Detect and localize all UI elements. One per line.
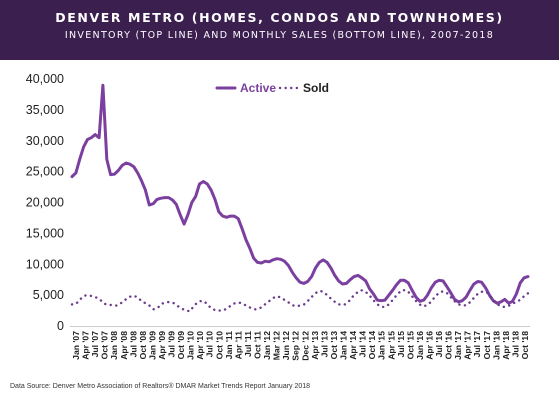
x-tick-label: Apr '13 [310,331,320,360]
x-tick-label: Jul '09 [167,331,177,358]
chart-subtitle: INVENTORY (TOP LINE) AND MONTHLY SALES (… [64,30,495,41]
x-tick-label: Sep '12 [291,331,301,361]
x-tick-label: Oct '09 [176,331,186,360]
x-tick-label: Apr '15 [386,331,396,360]
legend-label-active: Active [240,81,276,95]
x-tick-label: Jan '16 [415,331,425,360]
x-tick-label: Oct '17 [482,331,492,360]
legend-label-sold: Sold [303,81,329,95]
x-tick-label: Oct '08 [138,331,148,360]
x-tick-label: Jul '07 [90,331,100,358]
x-tick-label: Apr '09 [157,331,167,360]
x-tick-label: Jan '11 [224,331,234,360]
x-tick-label: Jul '17 [472,331,482,358]
line-chart: 0 5,000 10,000 15,000 20,000 25,000 30,000 35,0… [26,72,530,361]
chart-header: DENVER METRO (HOMES, CONDOS AND TOWNHOME… [0,0,559,60]
x-tick-label: Apr '14 [348,331,358,360]
x-tick-label: Jul '16 [434,331,444,358]
x-tick-label: Oct '10 [214,331,224,360]
x-tick-label: Oct '18 [520,331,530,360]
x-tick-label: Apr '11 [233,331,243,360]
y-tick-label: 25,000 [26,165,64,179]
series-line-active [70,83,530,305]
x-tick-label: Jan '07 [71,331,81,360]
x-tick-label: Jan '12 [262,331,272,360]
x-tick-label: Jul '11 [243,331,253,357]
x-tick-label: Apr '16 [424,331,434,360]
x-tick-label: Dec '12 [300,331,310,361]
x-tick-label: Apr '08 [119,331,129,360]
x-tick-label: Apr '17 [463,331,473,360]
x-tick-label: Mar '12 [272,331,282,360]
x-tick-label: Jul '08 [128,331,138,358]
x-tick-label: Oct '13 [329,331,339,360]
x-tick-label: Oct '15 [405,331,415,360]
x-tick-label: Jan '09 [147,331,157,360]
x-tick-label: Jan '15 [377,331,387,360]
x-tick-label: Jul '15 [396,331,406,358]
data-source-note: Data Source: Denver Metro Association of… [10,383,311,390]
x-tick-label: Apr '07 [81,331,91,360]
y-tick-label: 40,000 [26,72,64,86]
y-tick-label: 10,000 [26,257,64,271]
series-line-sold [70,288,530,313]
x-tick-label: Jul '10 [205,331,215,358]
x-tick-label: Jan '14 [338,331,348,360]
x-tick-label: Jan '18 [491,331,501,360]
x-tick-label: Oct '07 [100,331,110,360]
x-tick-label: Apr '18 [501,331,511,360]
x-tick-label: Jul '13 [319,331,329,358]
y-tick-label: 35,000 [26,103,64,117]
x-tick-label: Oct '16 [444,331,454,360]
x-tick-label: Jul '18 [510,331,520,358]
x-tick-label: Oct '11 [253,331,263,359]
x-tick-label: Jul '14 [358,331,368,358]
x-tick-label: Oct '14 [367,331,377,360]
y-tick-label: 15,000 [26,226,64,240]
y-tick-label: 20,000 [26,196,64,210]
x-tick-label: Jan '17 [453,331,463,360]
y-tick-label: 5,000 [33,288,64,302]
y-tick-label: 0 [57,319,64,333]
x-tick-label: Jan '08 [109,331,119,360]
x-tick-label: Jun '12 [281,331,291,360]
y-tick-label: 30,000 [26,134,64,148]
x-tick-label: Apr '10 [195,331,205,360]
chart-title: DENVER METRO (HOMES, CONDOS AND TOWNHOME… [55,10,504,25]
x-tick-label: Jan '10 [186,331,196,360]
